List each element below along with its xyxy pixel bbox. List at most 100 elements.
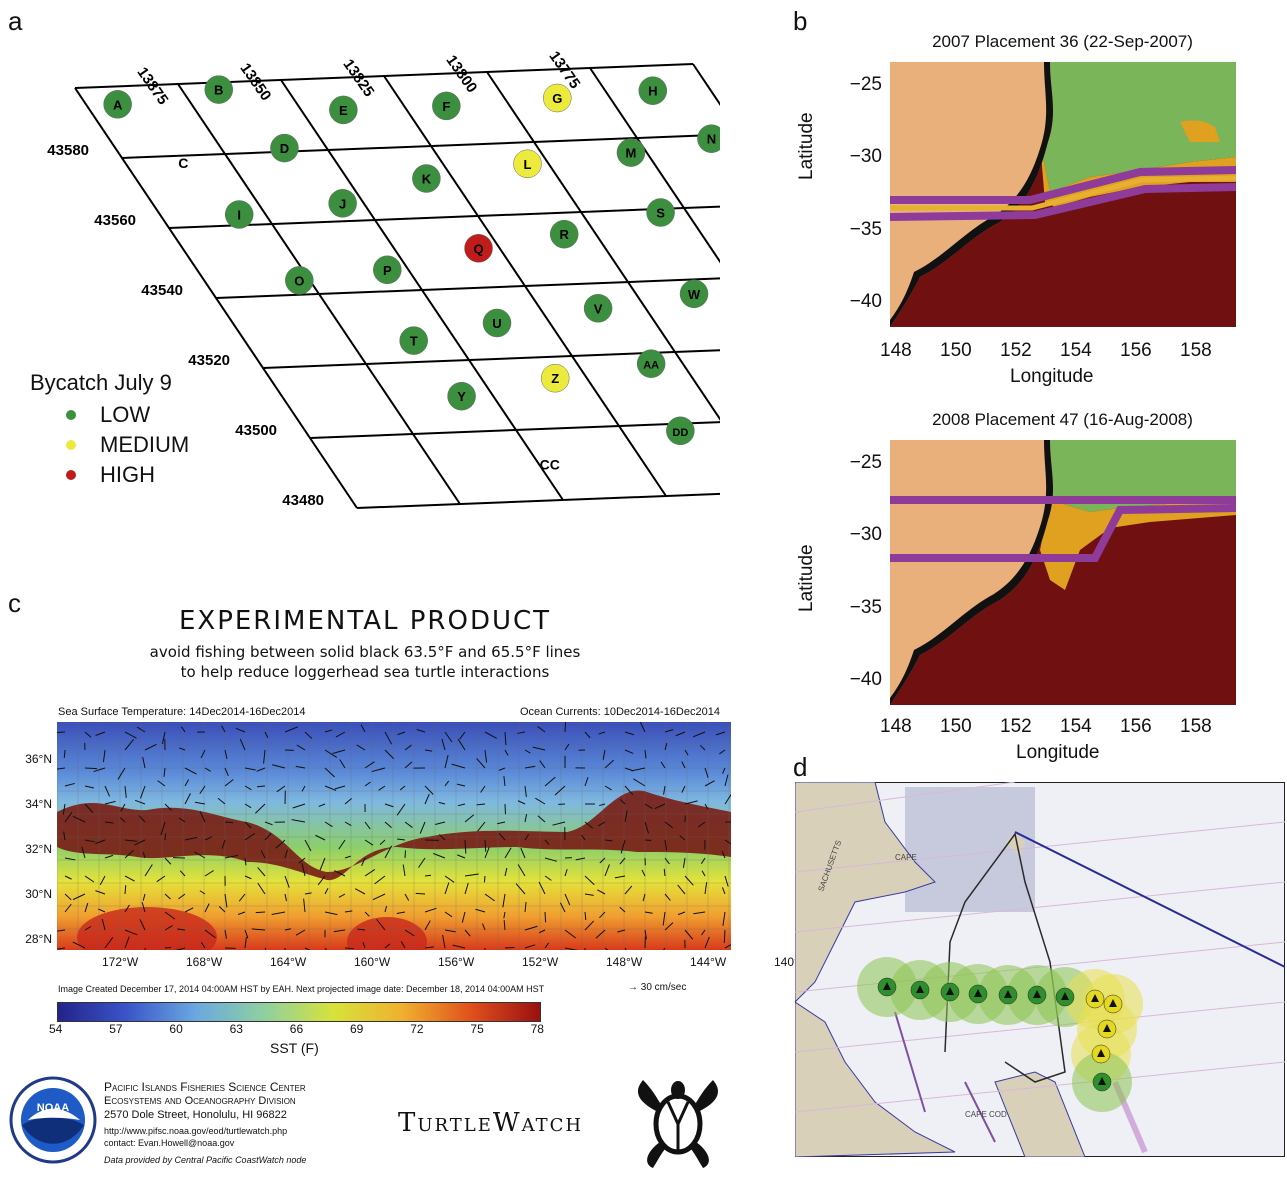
bycatch-marker-label: AA [643, 360, 659, 372]
bycatch-marker-label: F [442, 99, 450, 114]
created-note: Image Created December 17, 2014 04:00AM … [58, 984, 545, 994]
bycatch-marker-label: Y [457, 389, 466, 404]
lat-ticks: 36°N 34°N 32°N 30°N 28°N [8, 722, 54, 950]
bycatch-marker-label: W [688, 287, 701, 302]
colorbar-tick-label: 66 [289, 1022, 304, 1036]
bycatch-marker-label: S [656, 206, 665, 221]
plain-cell-label: C [178, 155, 188, 171]
tick-label: −35 [849, 218, 882, 240]
bycatch-marker-g [543, 83, 572, 113]
bycatch-marker-e [329, 95, 358, 125]
sst-map-2008 [890, 440, 1236, 705]
tick-label: −35 [849, 596, 882, 618]
colorbar-tick-label: 63 [229, 1022, 243, 1036]
scale-note-text: 30 cm/sec [640, 982, 687, 993]
legend-label-high: HIGH [100, 462, 155, 487]
tick-label: −40 [849, 669, 882, 690]
bycatch-marker-b [204, 75, 233, 104]
bycatch-circles [857, 957, 1143, 1112]
colorbar-label: SST (F) [270, 1040, 319, 1056]
product-title: EXPERIMENTAL PRODUCT [178, 606, 552, 636]
lat-tick-label: 30°N [25, 887, 52, 901]
bycatch-marker-label: O [294, 273, 304, 288]
lat-tick-label: 34°N [25, 797, 52, 811]
bycatch-markers: ABEFGHDMNLKJISRQPOXWVUTBBAAZYFFEEDD [103, 75, 720, 446]
org-credit: Data provided by Central Pacific CoastWa… [104, 1155, 307, 1165]
chart-label-cape-cod: CAPE COD [965, 1110, 1007, 1119]
tick-label: 148 [880, 716, 912, 737]
legend-item-high: HIGH [66, 460, 189, 490]
colorbar-tick-label: 75 [470, 1022, 484, 1036]
bycatch-marker-v [583, 294, 613, 323]
lon-tick-label: 164°W [270, 955, 307, 969]
noaa-logo: NOAA [9, 1076, 97, 1164]
left-axis-label: 43520 [188, 352, 230, 369]
turtle-marker-icon [883, 982, 891, 990]
lon-tick-label: 148°W [606, 955, 643, 969]
map2-xlabel: Longitude [1016, 742, 1100, 763]
bycatch-marker-u [482, 308, 512, 338]
turtle-marker-icon [1091, 994, 1099, 1002]
tick-label: 158 [1180, 716, 1212, 737]
bycatch-marker-label: U [492, 316, 501, 331]
bycatch-marker-label: A [113, 97, 123, 112]
bycatch-legend: LOW MEDIUM HIGH [66, 400, 189, 490]
bycatch-marker-label: V [594, 301, 603, 316]
left-axis-label: 43480 [282, 492, 324, 509]
legend-swatch-high [66, 470, 76, 480]
bycatch-marker-m [616, 138, 646, 167]
bycatch-marker-l [513, 149, 542, 179]
product-subtitle-2: to help reduce loggerhead sea turtle int… [180, 663, 550, 681]
nautical-chart: SACHUSETTS CAPE CAPE COD [795, 782, 1285, 1157]
map1-ylabel: Latitude [796, 112, 817, 180]
legend-label-medium: MEDIUM [100, 432, 190, 457]
tick-label: 156 [1120, 716, 1152, 737]
bycatch-marker-label: E [339, 103, 348, 118]
tick-label: −40 [849, 291, 882, 312]
tick-label: 156 [1120, 340, 1152, 361]
bycatch-marker-label: N [707, 132, 716, 147]
bycatch-marker-label: B [214, 83, 223, 98]
turtle-marker-icon [916, 985, 924, 993]
colorbar-tick-label: 60 [169, 1022, 183, 1036]
lat-tick-label: 32°N [25, 842, 52, 856]
bycatch-marker-label: J [339, 196, 346, 211]
lat-tick-label: 36°N [25, 752, 52, 766]
turtle-marker-icon [1098, 1077, 1106, 1085]
bycatch-marker-f [432, 91, 461, 121]
bycatch-marker-aa [636, 349, 666, 378]
tick-label: 150 [940, 340, 972, 361]
left-axis-labels: 43580435604354043520435004348043460 [47, 142, 324, 509]
currents-caption: Ocean Currents: 10Dec2014-16Dec2014 [520, 706, 720, 718]
bycatch-grid [74, 63, 720, 509]
colorbar-tick-label: 69 [350, 1022, 364, 1036]
scale-note: → 30 cm/sec [628, 982, 686, 993]
legend-title: Bycatch July 9 [30, 370, 172, 395]
bycatch-marker-q [464, 234, 493, 263]
bycatch-marker-a [103, 90, 132, 119]
lon-tick-label: 144°W [690, 955, 727, 969]
tick-label: 154 [1060, 716, 1092, 737]
turtle-marker-icon [1061, 992, 1069, 1000]
colorbar-tick-label: 57 [109, 1022, 123, 1036]
bycatch-marker-n [697, 124, 720, 153]
turtlewatch-brand: TurtleWatch [398, 1108, 584, 1138]
left-axis-label: 43560 [94, 212, 136, 229]
lon-tick-label: 152°W [522, 955, 559, 969]
sst-map-2007 [890, 62, 1236, 327]
tick-label: 150 [940, 716, 972, 737]
panel-d-letter: d [793, 752, 808, 782]
colorbar-ticks: 54 57 60 63 66 69 72 75 78 [45, 1022, 555, 1038]
tick-label: −25 [849, 74, 882, 95]
plain-cell-labels: CCCGGHH [178, 155, 560, 473]
map1-x-ticks: 148 150 152 154 156 158 [880, 340, 1240, 362]
bycatch-marker-label: H [648, 84, 657, 99]
bycatch-marker-label: Z [551, 371, 559, 386]
tick-label: −30 [849, 146, 882, 168]
bycatch-marker-label: D [280, 141, 289, 156]
org-contact: contact: Evan.Howell@noaa.gov [104, 1138, 235, 1148]
bycatch-marker-label: M [626, 146, 637, 161]
top-axis-labels: 13875 13850 13825 13800 13775 [134, 48, 584, 108]
plain-cell-label: CC [540, 457, 560, 473]
turtle-icon [638, 1080, 718, 1168]
